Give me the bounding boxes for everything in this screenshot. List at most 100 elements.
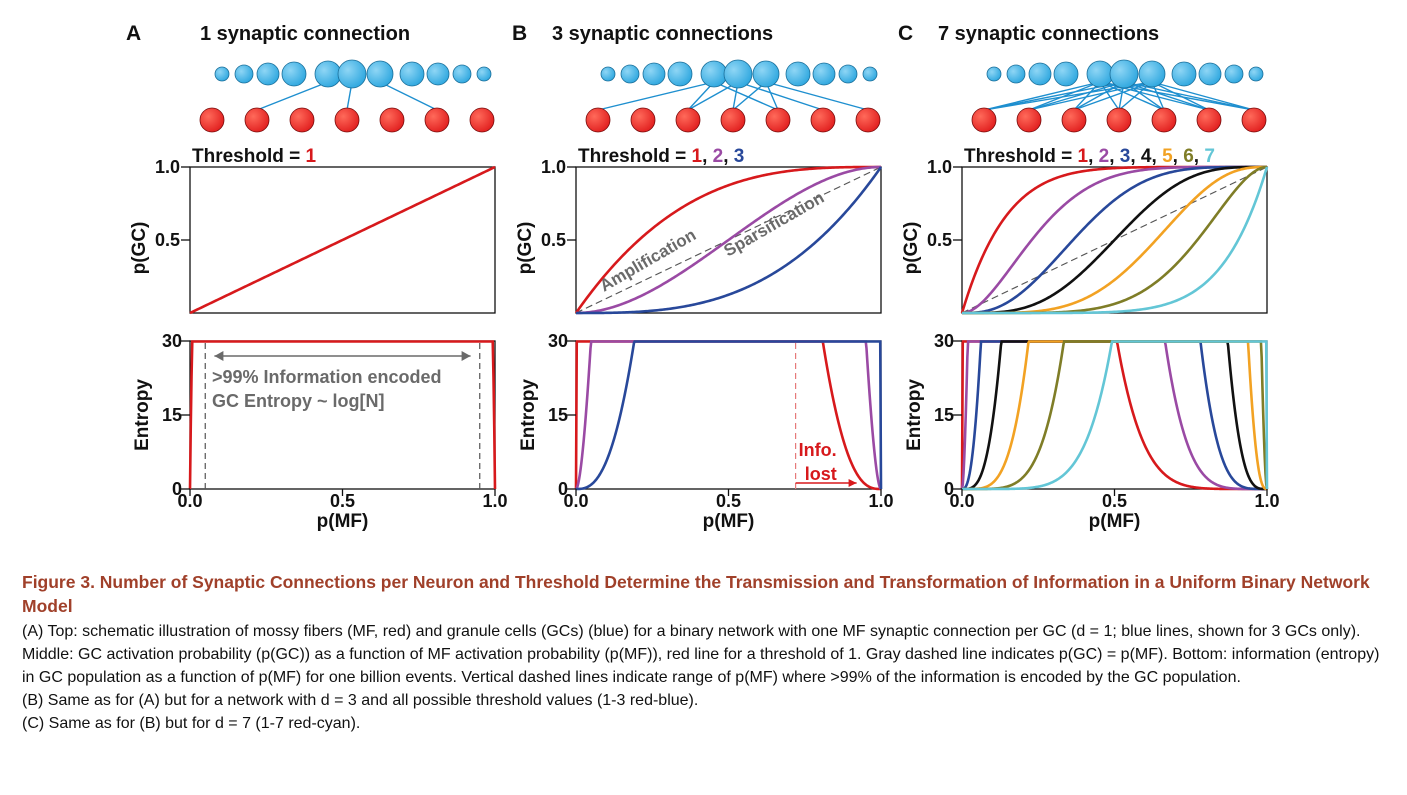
- synaptic-connection: [687, 81, 739, 111]
- granule-cell: [1248, 66, 1264, 82]
- mossy-fiber-cell: [585, 107, 611, 133]
- mossy-fiber-cell: [334, 107, 360, 133]
- entropy-plot: 0 15 30 Entropy 0.0 0.5 1.0 p(MF): [904, 331, 1280, 532]
- mossy-fiber-cell: [810, 107, 836, 133]
- mossy-fiber-cell: [1196, 107, 1222, 133]
- curve-label-amplification: Amplification: [597, 225, 700, 295]
- x-tick-label: 0.5: [330, 491, 355, 511]
- granule-cell: [476, 66, 492, 82]
- granule-cell: [642, 62, 666, 86]
- panel-letter: C: [898, 22, 913, 45]
- entropy-plot: Info. lost 0 15 30 Entropy 0.0 0.5 1.0 p(MF): [518, 331, 894, 532]
- synaptic-connection: [737, 81, 824, 111]
- x-tick-label: 0.0: [949, 491, 974, 511]
- network-schematic: [585, 59, 881, 133]
- threshold-value: 1: [1078, 146, 1089, 167]
- granule-cell: [214, 66, 230, 82]
- curve-label-sparsification: Sparsification: [721, 188, 828, 261]
- granule-cell: [366, 60, 394, 88]
- mossy-fiber-cell: [1241, 107, 1267, 133]
- synaptic-connection: [983, 81, 1101, 111]
- panel-a: A 1 synaptic connection Threshold = 1 0.5 1.…: [126, 22, 508, 532]
- x-tick-label: 0.0: [563, 491, 588, 511]
- mossy-fiber-cell: [379, 107, 405, 133]
- y-axis-label: p(GC): [515, 222, 536, 275]
- panel-title: 3 synaptic connections: [552, 23, 773, 45]
- plot-frame: [961, 340, 1268, 490]
- synaptic-connection: [1151, 81, 1210, 111]
- y-tick-label: 30: [162, 331, 182, 351]
- granule-cell: [1198, 62, 1222, 86]
- granule-cell: [452, 64, 472, 84]
- x-axis-label: p(MF): [703, 511, 755, 532]
- threshold-prefix: Threshold =: [964, 146, 1078, 167]
- granule-cell: [986, 66, 1002, 82]
- mossy-fiber-cell: [1151, 107, 1177, 133]
- mossy-fiber-cell: [630, 107, 656, 133]
- y-tick-label: 0: [172, 479, 182, 499]
- panel-b: B 3 synaptic connections Threshold = 1, 2,…: [512, 22, 894, 532]
- synaptic-connection: [1028, 81, 1125, 111]
- threshold-value: 1: [692, 146, 703, 167]
- granule-cell: [600, 66, 616, 82]
- series-line-threshold-7: [962, 340, 1269, 491]
- granule-cell: [785, 61, 811, 87]
- mossy-fiber-cell: [720, 107, 746, 133]
- threshold-separator: ,: [1152, 146, 1163, 167]
- x-tick-label: 0.5: [716, 491, 741, 511]
- panel-title: 7 synaptic connections: [938, 23, 1159, 45]
- figure-caption: Figure 3. Number of Synaptic Connections…: [22, 570, 1392, 735]
- synaptic-connection: [1099, 81, 1165, 111]
- granule-cell: [1028, 62, 1052, 86]
- granule-cell: [812, 62, 836, 86]
- series-line-threshold-3: [961, 340, 1267, 491]
- threshold-label: Threshold = 1, 2, 3, 4, 5, 6, 7: [964, 146, 1215, 167]
- y-tick-label: 15: [548, 405, 568, 425]
- y-tick-label: 15: [162, 405, 182, 425]
- x-tick-label: 0.0: [177, 491, 202, 511]
- mossy-fiber-cell: [289, 107, 315, 133]
- y-tick-label: 0: [944, 479, 954, 499]
- annotation-info: Info.: [799, 440, 837, 460]
- activation-plot: 0.5 1.0 p(GC): [129, 157, 496, 315]
- series-line-threshold-1: [189, 165, 496, 315]
- series-line-threshold-2: [960, 340, 1267, 491]
- caption-line-b: (B) Same as for (A) but for a network wi…: [22, 692, 699, 709]
- y-tick-label: 0.5: [927, 230, 952, 250]
- threshold-value: 7: [1204, 146, 1215, 167]
- y-axis-label: p(GC): [901, 222, 922, 275]
- mossy-fiber-cell: [971, 107, 997, 133]
- series-line-threshold-3: [962, 165, 1267, 315]
- series-line-threshold-1: [960, 340, 1267, 491]
- synaptic-connection: [1151, 81, 1255, 111]
- granule-cell: [1006, 64, 1026, 84]
- y-tick-label: 0.5: [155, 230, 180, 250]
- synaptic-connection: [765, 81, 869, 111]
- synaptic-connection: [1028, 81, 1153, 111]
- granule-cell: [1086, 60, 1114, 88]
- y-tick-label: 0.5: [541, 230, 566, 250]
- threshold-value: 6: [1183, 146, 1194, 167]
- threshold-label: Threshold = 1, 2, 3: [578, 146, 744, 167]
- series-line-threshold-1: [574, 165, 881, 314]
- caption-line-c: (C) Same as for (B) but for d = 7 (1-7 r…: [22, 715, 361, 732]
- y-tick-label: 30: [548, 331, 568, 351]
- mossy-fiber-cell: [1016, 107, 1042, 133]
- y-axis-label: Entropy: [904, 379, 925, 451]
- synaptic-connection: [713, 81, 779, 111]
- granule-cell: [723, 59, 753, 89]
- granule-cell: [1109, 59, 1139, 89]
- synaptic-connection: [1073, 81, 1125, 111]
- threshold-value: 2: [713, 146, 724, 167]
- threshold-separator: ,: [723, 146, 734, 167]
- threshold-separator: ,: [1109, 146, 1120, 167]
- x-tick-label: 1.0: [868, 491, 893, 511]
- granule-cell: [426, 62, 450, 86]
- threshold-value: 3: [1120, 146, 1131, 167]
- granule-cell: [234, 64, 254, 84]
- caption-line-a: (A) Top: schematic illustration of mossy…: [22, 623, 1380, 686]
- threshold-separator: ,: [1194, 146, 1205, 167]
- y-tick-label: 1.0: [927, 157, 952, 177]
- synaptic-connection: [732, 81, 767, 111]
- panel-title: 1 synaptic connection: [200, 23, 410, 45]
